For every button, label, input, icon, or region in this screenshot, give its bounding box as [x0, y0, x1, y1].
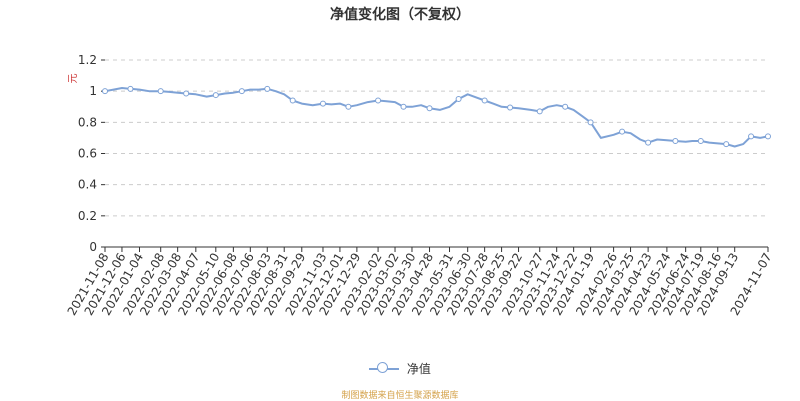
axes: [101, 59, 769, 252]
y-tick-label: 0.6: [78, 147, 97, 161]
y-tick-label: 0.8: [78, 115, 97, 129]
data-point: [587, 119, 594, 126]
legend-swatch-dot: [377, 361, 389, 373]
y-tick-label: 0.2: [78, 209, 97, 223]
legend-swatch: [369, 361, 400, 376]
data-point: [345, 103, 352, 110]
data-point: [507, 104, 514, 111]
data-point: [426, 105, 433, 112]
data-point: [536, 108, 543, 115]
legend-label: 净值: [406, 362, 431, 376]
series-layer[interactable]: [102, 85, 771, 148]
data-point: [289, 97, 296, 104]
data-point: [455, 95, 462, 102]
data-point: [212, 92, 219, 99]
legend[interactable]: 净值: [0, 360, 800, 377]
data-point: [319, 100, 326, 107]
chart-title: 净值变化图（不复权）: [330, 7, 470, 23]
data-point: [400, 103, 407, 110]
data-point: [672, 138, 679, 145]
data-point: [264, 85, 271, 92]
data-point: [375, 97, 382, 104]
data-point: [765, 133, 771, 140]
data-point: [102, 88, 108, 95]
data-point: [481, 97, 488, 104]
data-point: [127, 85, 134, 92]
source-note: 制图数据来自恒生聚源数据库: [341, 391, 459, 401]
data-point: [619, 128, 626, 135]
data-point: [157, 88, 164, 95]
data-point: [723, 141, 730, 148]
y-tick-label: 1.2: [78, 53, 97, 67]
y-axis-label: 元: [68, 74, 79, 84]
data-point: [183, 90, 190, 97]
grid-lines: [105, 59, 768, 217]
y-tick-label: 1: [89, 84, 97, 98]
data-point: [697, 138, 704, 145]
data-point: [562, 103, 569, 110]
data-point: [748, 133, 755, 140]
data-point: [645, 139, 652, 146]
y-tick-label: 0.4: [78, 178, 97, 192]
data-point: [238, 88, 245, 95]
series-line: [104, 87, 769, 148]
y-tick-label: 0: [89, 240, 97, 254]
